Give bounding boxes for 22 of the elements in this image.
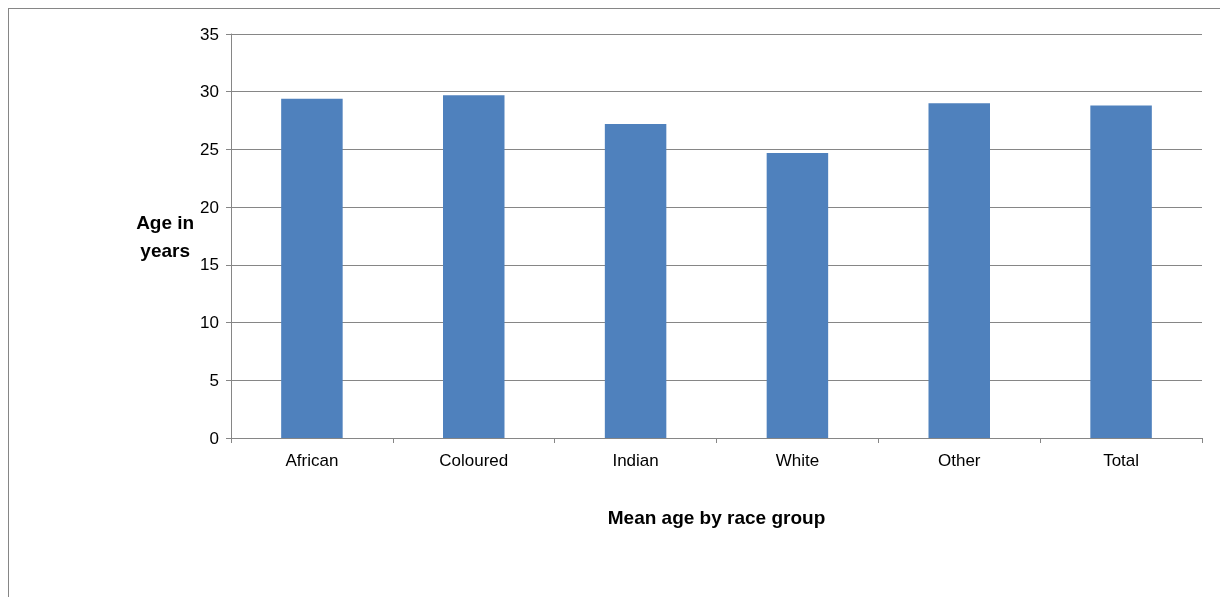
y-tick-label: 5 [209, 370, 219, 390]
x-tick-label: Other [937, 451, 981, 470]
y-tick-label: 0 [209, 428, 219, 448]
x-tick-label: Indian [612, 451, 659, 470]
x-tick-label: Total [1103, 451, 1140, 470]
y-tick-label: 35 [200, 24, 219, 44]
y-tick-label: 10 [200, 313, 219, 333]
y-tick-label: 15 [200, 255, 219, 275]
bar [1090, 105, 1152, 438]
y-tick-label: 20 [200, 197, 219, 217]
x-axis-title: Mean age by race group [607, 507, 826, 528]
bar [443, 95, 505, 438]
x-tick-label: Coloured [439, 451, 509, 470]
y-axis-title: Age in years [136, 211, 195, 261]
y-tick-label: 25 [200, 139, 219, 159]
bar [281, 98, 343, 438]
bar [604, 124, 667, 438]
y-tick-label: 30 [200, 82, 219, 102]
bar [928, 103, 990, 438]
x-tick-label: White [775, 451, 820, 470]
bar [766, 152, 829, 438]
x-tick-label: African [285, 451, 339, 470]
